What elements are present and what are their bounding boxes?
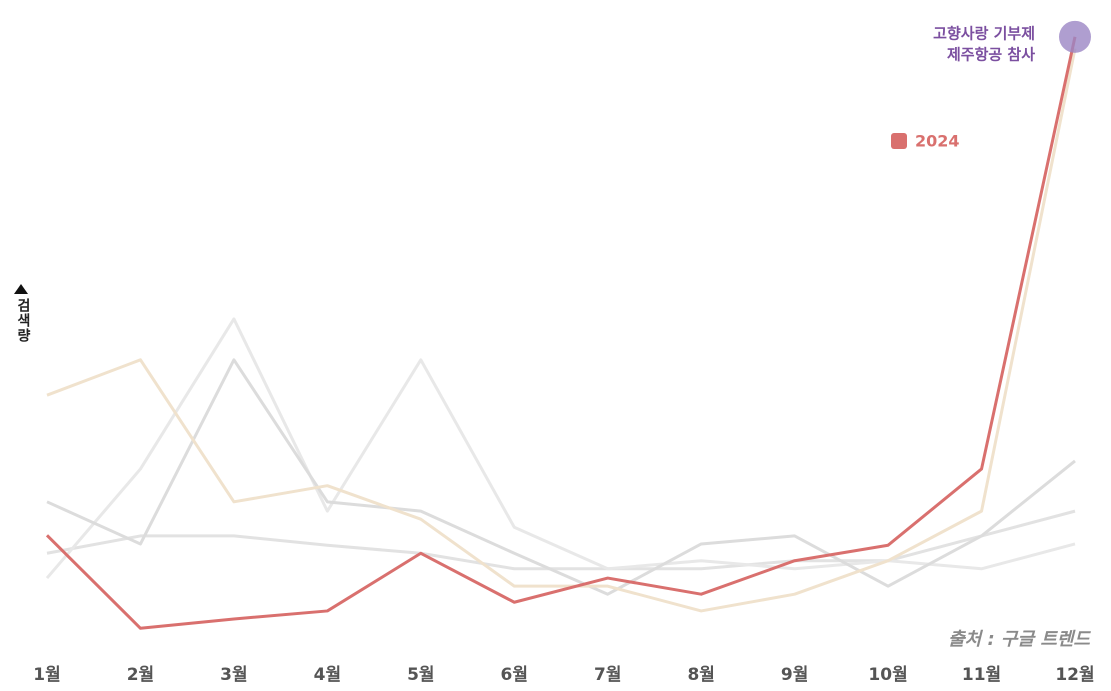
line bbox=[46, 48, 1077, 613]
x-tick-label: 1월 bbox=[33, 665, 60, 685]
highlight-point bbox=[1059, 20, 1091, 53]
x-tick-label: 3월 bbox=[220, 665, 247, 685]
x-tick-label: 4월 bbox=[314, 665, 341, 685]
y-axis-arrow bbox=[14, 284, 28, 294]
x-tick-label: 6월 bbox=[501, 665, 528, 685]
line bbox=[45, 317, 1076, 580]
x-tick-label: 9월 bbox=[781, 665, 808, 685]
legend-label: 2024 bbox=[915, 132, 960, 151]
x-tick-label: 10월 bbox=[868, 665, 907, 685]
x-tick-label: 8월 bbox=[687, 665, 714, 685]
line bbox=[46, 509, 1076, 571]
legend-swatch bbox=[891, 133, 907, 149]
x-tick-label: 11월 bbox=[962, 665, 1001, 685]
x-tick-label: 7월 bbox=[594, 665, 621, 685]
line bbox=[45, 36, 1077, 630]
x-tick-label: 12월 bbox=[1055, 665, 1094, 685]
x-tick-label: 2월 bbox=[127, 665, 154, 685]
x-tick-label: 5월 bbox=[407, 665, 434, 685]
source: 출처 : 구글 트렌드 bbox=[948, 629, 1091, 650]
y-axis-label: 검색량 bbox=[15, 298, 31, 343]
annotation: 제주항공 참사 bbox=[947, 46, 1035, 64]
annotation: 고향사랑 기부제 bbox=[933, 25, 1035, 43]
line bbox=[46, 358, 1076, 596]
